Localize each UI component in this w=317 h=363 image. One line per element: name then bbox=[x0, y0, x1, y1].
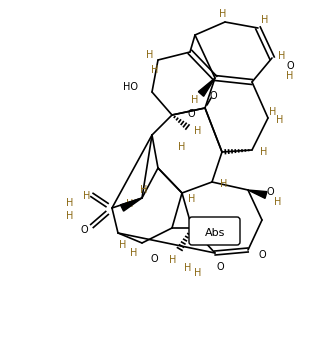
Text: O: O bbox=[266, 187, 274, 197]
Text: H: H bbox=[261, 15, 269, 25]
Polygon shape bbox=[248, 190, 267, 198]
Text: H: H bbox=[188, 194, 196, 204]
Text: H: H bbox=[151, 65, 159, 75]
Text: O: O bbox=[80, 225, 88, 235]
Text: H: H bbox=[126, 199, 134, 209]
Text: O: O bbox=[187, 109, 195, 119]
Text: H: H bbox=[274, 197, 282, 207]
Text: H: H bbox=[286, 71, 294, 81]
Text: H: H bbox=[191, 95, 199, 105]
Text: Abs: Abs bbox=[205, 228, 225, 238]
Polygon shape bbox=[198, 78, 215, 96]
Text: H: H bbox=[269, 107, 277, 117]
Text: H: H bbox=[66, 198, 74, 208]
Text: H: H bbox=[260, 147, 268, 157]
Text: H: H bbox=[184, 263, 192, 273]
Text: H: H bbox=[278, 51, 286, 61]
Text: O: O bbox=[286, 61, 294, 71]
Text: H: H bbox=[66, 211, 74, 221]
Text: O: O bbox=[209, 91, 217, 101]
Text: H: H bbox=[178, 142, 186, 152]
Text: H: H bbox=[220, 179, 228, 189]
Text: O: O bbox=[150, 254, 158, 264]
Text: O: O bbox=[216, 262, 224, 272]
Text: H: H bbox=[83, 191, 91, 201]
Text: H: H bbox=[146, 50, 154, 60]
Text: HO: HO bbox=[122, 82, 138, 92]
Text: H: H bbox=[119, 240, 127, 250]
Text: H: H bbox=[169, 255, 177, 265]
Polygon shape bbox=[120, 198, 142, 211]
Text: H: H bbox=[194, 126, 202, 136]
Text: O: O bbox=[258, 250, 266, 260]
Text: H: H bbox=[140, 185, 148, 195]
Text: H: H bbox=[194, 268, 202, 278]
Text: H: H bbox=[130, 248, 138, 258]
FancyBboxPatch shape bbox=[189, 217, 240, 245]
Text: H: H bbox=[276, 115, 284, 125]
Text: H: H bbox=[219, 9, 227, 19]
